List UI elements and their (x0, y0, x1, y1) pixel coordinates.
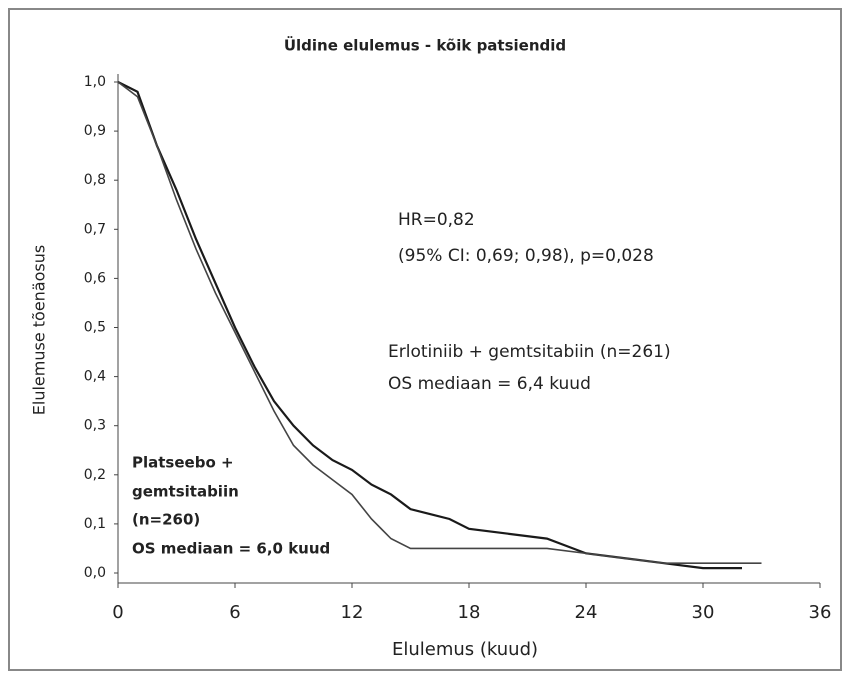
x-tick-label: 30 (692, 602, 715, 623)
x-tick-label: 6 (229, 602, 240, 623)
y-tick-label: 0,7 (84, 221, 106, 237)
x-tick-label: 12 (341, 602, 364, 623)
annotation: (n=260) (132, 511, 200, 529)
annotation: HR=0,82 (398, 210, 475, 230)
y-tick-label: 0,3 (84, 418, 106, 434)
y-tick-label: 0,0 (84, 565, 106, 581)
frame (8, 8, 842, 671)
annotation: gemtsitabiin (132, 483, 239, 501)
annotation: Erlotiniib + gemtsitabiin (n=261) (388, 342, 671, 362)
annotation: OS mediaan = 6,4 kuud (388, 374, 591, 394)
y-tick-label: 0,1 (84, 516, 106, 532)
y-tick-label: 0,4 (84, 369, 106, 385)
x-tick-label: 18 (458, 602, 481, 623)
x-tick-label: 24 (575, 602, 598, 623)
y-tick-label: 0,9 (84, 123, 106, 139)
y-tick-label: 0,2 (84, 467, 106, 483)
y-axis-label: Elulemuse tõenäosus (30, 245, 49, 415)
y-tick-label: 0,5 (84, 320, 106, 336)
x-axis-label: Elulemus (kuud) (392, 639, 538, 660)
annotation: OS mediaan = 6,0 kuud (132, 540, 330, 558)
annotation: (95% CI: 0,69; 0,98), p=0,028 (398, 246, 654, 266)
y-tick-label: 0,8 (84, 172, 106, 188)
y-tick-label: 0,6 (84, 270, 106, 286)
chart-title: Üldine elulemus - kõik patsiendid (284, 36, 566, 55)
x-tick-label: 0 (112, 602, 123, 623)
survival-curve (117, 81, 762, 564)
survival-curve (117, 81, 742, 570)
x-tick-label: 36 (809, 602, 832, 623)
annotation: Platseebo + (132, 454, 234, 472)
y-tick-label: 1,0 (84, 74, 106, 90)
